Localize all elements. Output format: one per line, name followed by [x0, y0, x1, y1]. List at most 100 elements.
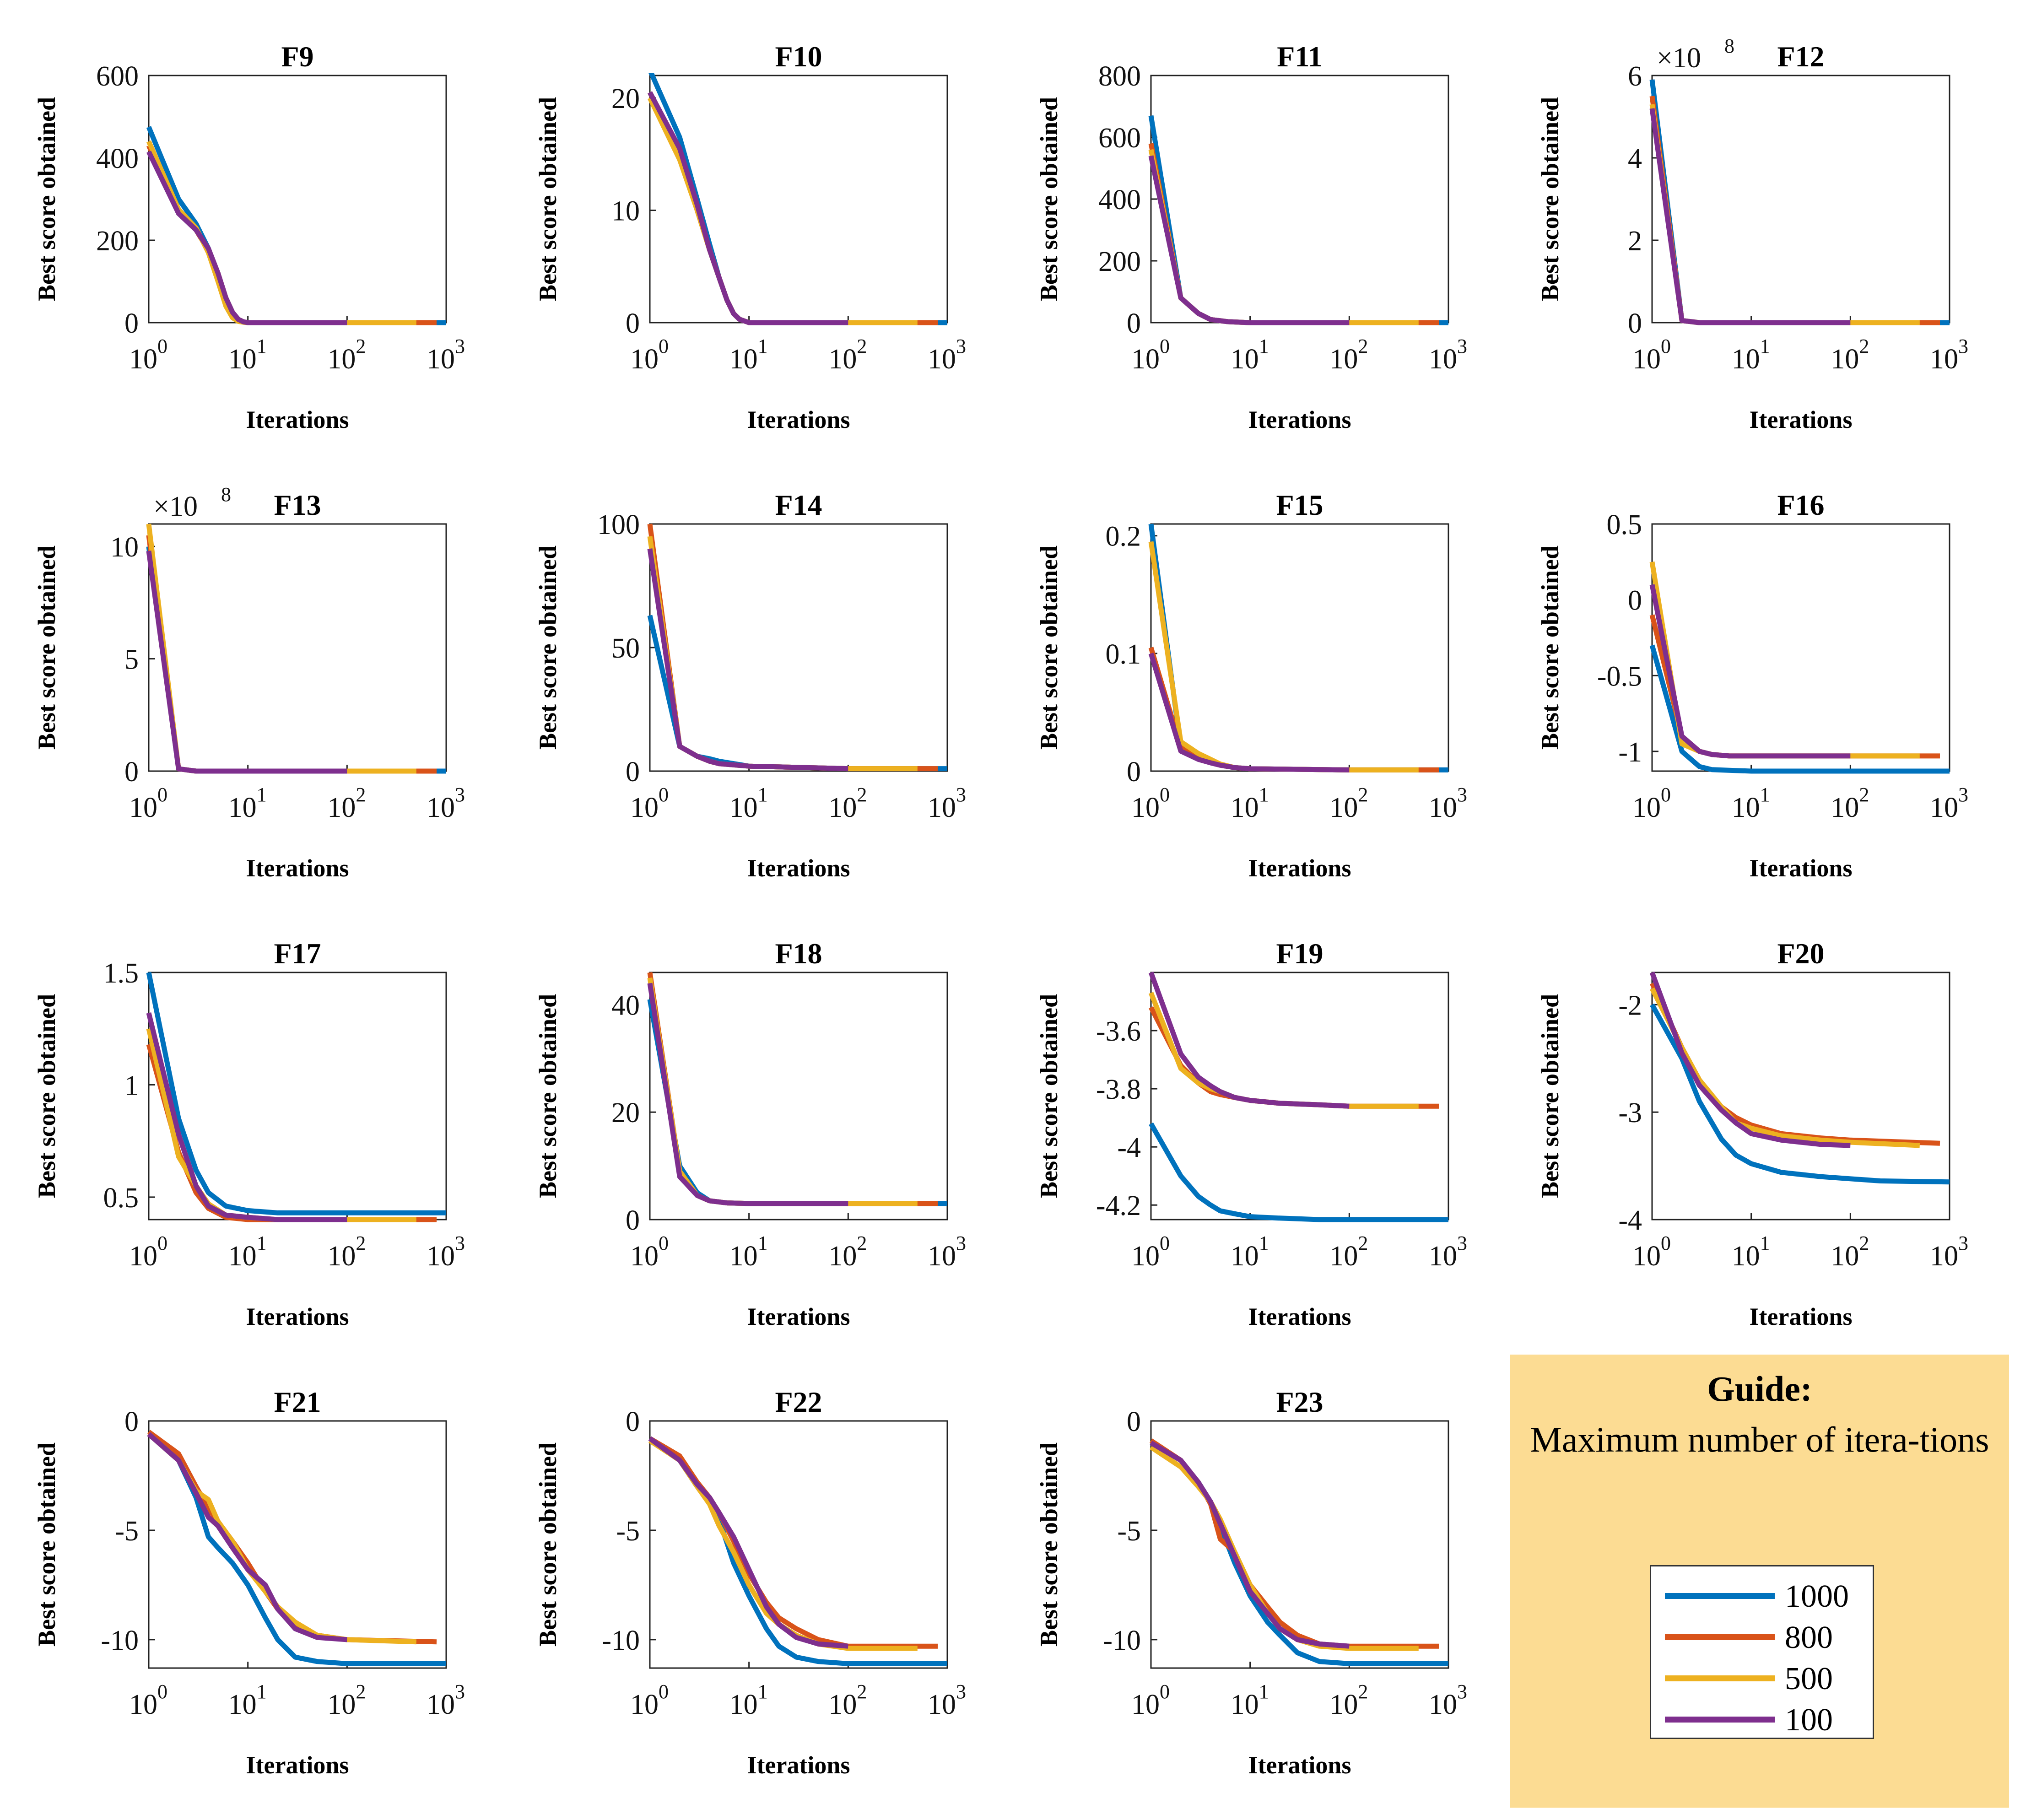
chart-f11-axes — [1150, 75, 1449, 324]
chart-f13-ytick-label: 10 — [110, 532, 139, 563]
chart-f21-xtick-label: 10 — [427, 1689, 455, 1720]
chart-f11-ytick-label: 0 — [1127, 308, 1141, 339]
chart-f9-xtick-exponent: 0 — [157, 335, 167, 357]
chart-f22-ytick-label: -5 — [616, 1516, 640, 1547]
chart-f13-xtick-exponent: 2 — [356, 783, 366, 806]
chart-f13-series-100 — [146, 551, 347, 774]
chart-f18-xtick-exponent: 2 — [857, 1232, 867, 1254]
chart-f20-title: F20 — [1777, 937, 1824, 970]
legend-item-800: 800 — [1665, 1617, 1866, 1658]
chart-f20-series-1000 — [1650, 1003, 1950, 1185]
chart-f16-ytick-label: -1 — [1618, 737, 1642, 768]
chart-f23-xtick-exponent: 2 — [1358, 1680, 1368, 1703]
legend-label-100: 100 — [1785, 1702, 1833, 1738]
chart-f22-series-800 — [648, 1436, 938, 1649]
chart-f15-ytick-label: 0 — [1127, 756, 1141, 788]
chart-f17-series-1000 — [146, 972, 446, 1215]
chart-f10-xlabel: Iterations — [747, 406, 850, 433]
chart-f10-xtick-exponent: 2 — [857, 335, 867, 357]
chart-f14-ytick-label: 50 — [611, 633, 640, 664]
chart-f9-xlabel: Iterations — [246, 406, 349, 433]
chart-f9-title: F9 — [281, 40, 313, 73]
chart-f15-ytick-label: 0.2 — [1106, 521, 1141, 552]
chart-f22-xtick-exponent: 0 — [659, 1680, 669, 1703]
chart-f14-series-500 — [647, 536, 918, 772]
chart-f17-series-800 — [146, 1043, 437, 1222]
chart-f11-ytick-label: 400 — [1098, 184, 1141, 216]
chart-f16-xlabel: Iterations — [1750, 854, 1853, 882]
chart-f23-xtick-exponent: 0 — [1160, 1680, 1170, 1703]
legend: 1000 800 500 100 — [1650, 1565, 1874, 1739]
chart-f11-xtick-label: 10 — [1429, 344, 1457, 375]
chart-f21-xtick-label: 10 — [327, 1689, 356, 1720]
chart-f12-ytick-label: 0 — [1628, 308, 1642, 339]
chart-f19-title: F19 — [1276, 937, 1323, 970]
chart-f15-xtick-exponent: 1 — [1259, 783, 1269, 806]
chart-f20-xtick-label: 10 — [1831, 1241, 1859, 1272]
chart-f20-axes — [1651, 972, 1950, 1221]
chart-f11-ytick-label: 600 — [1098, 123, 1141, 154]
chart-f23-xtick-label: 10 — [1231, 1689, 1259, 1720]
chart-f13-xtick-exponent: 3 — [455, 783, 465, 806]
chart-f17-ylabel: Best score obtained — [33, 994, 60, 1198]
chart-f14-xtick-label: 10 — [928, 792, 956, 823]
chart-f20-xtick-exponent: 3 — [1958, 1232, 1968, 1254]
chart-f21-xtick-exponent: 1 — [257, 1680, 267, 1703]
chart-f15-xtick-label: 10 — [1231, 792, 1259, 823]
chart-f14-xlabel: Iterations — [747, 854, 850, 882]
chart-f14-series-1000 — [647, 615, 947, 772]
chart-f15-xtick-exponent: 3 — [1457, 783, 1467, 806]
chart-f13-xtick-label: 10 — [327, 792, 356, 823]
chart-f13-axes — [148, 523, 447, 772]
chart-f11-xtick-label: 10 — [1131, 344, 1160, 375]
chart-f22-title: F22 — [775, 1386, 822, 1418]
chart-f22-series-100 — [648, 1436, 848, 1649]
legend-item-500: 500 — [1665, 1658, 1866, 1699]
chart-f21-xtick-exponent: 0 — [157, 1680, 167, 1703]
chart-f15-series-100 — [1148, 653, 1350, 772]
chart-f12-xlabel: Iterations — [1750, 406, 1853, 433]
chart-f19-xtick-label: 10 — [1329, 1241, 1358, 1272]
chart-f12-multiplier-exponent: 8 — [1724, 35, 1734, 57]
legend-label-1000: 1000 — [1785, 1579, 1849, 1614]
chart-f18-xtick-exponent: 1 — [758, 1232, 768, 1254]
chart-f19-axes — [1150, 972, 1449, 1221]
chart-f9-xtick-label: 10 — [327, 344, 356, 375]
chart-f16-xtick-label: 10 — [1732, 792, 1760, 823]
chart-f14-title: F14 — [775, 489, 822, 521]
chart-f15-ytick-label: 0.1 — [1106, 639, 1141, 670]
chart-f10-series-500 — [648, 97, 918, 325]
chart-f12-series-800 — [1649, 96, 1940, 325]
chart-f18-series-500 — [647, 977, 918, 1206]
legend-item-100: 100 — [1665, 1699, 1866, 1740]
chart-f16-ytick-label: 0.5 — [1607, 509, 1642, 540]
chart-f17-xtick-label: 10 — [129, 1241, 157, 1272]
chart-f18-title: F18 — [775, 937, 822, 970]
chart-f16-series-500 — [1649, 561, 1920, 759]
chart-f20-xtick-label: 10 — [1632, 1241, 1661, 1272]
chart-f20-xlabel: Iterations — [1750, 1303, 1853, 1330]
chart-f10-xtick-label: 10 — [630, 344, 659, 375]
chart-f23-xtick-label: 10 — [1429, 1689, 1457, 1720]
chart-f14-xtick-exponent: 1 — [758, 783, 768, 806]
chart-f18-series-1000 — [647, 999, 947, 1206]
chart-f16-ytick-label: 0 — [1628, 585, 1642, 616]
chart-f12-xtick-label: 10 — [1831, 344, 1859, 375]
chart-f12-xtick-label: 10 — [1732, 344, 1760, 375]
chart-f20-xtick-label: 10 — [1732, 1241, 1760, 1272]
chart-f18-xtick-label: 10 — [928, 1241, 956, 1272]
chart-f22-xtick-label: 10 — [630, 1689, 659, 1720]
legend-line-1000 — [1665, 1593, 1775, 1599]
chart-f15-xtick-exponent: 2 — [1358, 783, 1368, 806]
chart-f19-series-1000 — [1149, 1122, 1448, 1222]
chart-f20-series-800 — [1650, 982, 1940, 1146]
chart-f9-series-500 — [146, 140, 416, 325]
chart-f11-xtick-exponent: 2 — [1358, 335, 1368, 357]
chart-f9-xtick-label: 10 — [228, 344, 257, 375]
chart-f21-series-800 — [147, 1430, 437, 1645]
chart-f21-xtick-exponent: 3 — [455, 1680, 465, 1703]
chart-f9-series-800 — [146, 144, 437, 325]
chart-f19-ytick-label: -3.8 — [1096, 1074, 1141, 1105]
